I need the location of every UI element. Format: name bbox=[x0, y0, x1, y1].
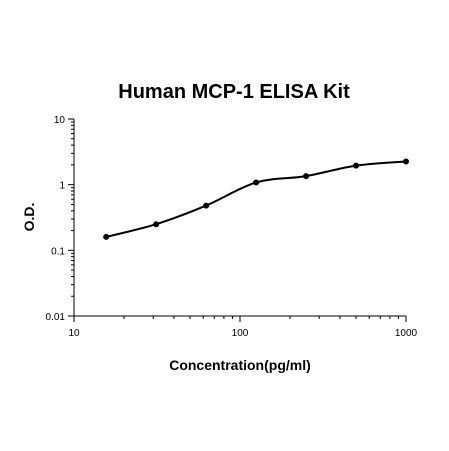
axis-ticks: 10 100 1000 0.01 0.1 1 10 bbox=[46, 115, 418, 339]
x-tick-label: 1000 bbox=[395, 328, 418, 339]
y-tick-label: 10 bbox=[54, 115, 66, 126]
y-tick-label: 1 bbox=[59, 181, 65, 192]
x-axis-label: Concentration(pg/ml) bbox=[169, 357, 311, 373]
x-tick-label: 100 bbox=[232, 328, 249, 339]
data-point bbox=[103, 233, 110, 240]
data-point bbox=[303, 173, 310, 180]
x-tick-label: 10 bbox=[68, 328, 80, 339]
y-tick-label: 0.1 bbox=[51, 246, 65, 257]
y-tick-label: 0.01 bbox=[46, 312, 66, 323]
chart-title: Human MCP-1 ELISA Kit bbox=[118, 81, 350, 103]
data-point bbox=[203, 202, 210, 209]
y-axis-label: O.D. bbox=[21, 203, 37, 232]
data-points bbox=[103, 158, 409, 240]
data-point bbox=[153, 221, 160, 228]
data-point bbox=[353, 162, 360, 169]
data-point bbox=[403, 158, 409, 165]
fit-curve bbox=[105, 160, 407, 238]
data-point bbox=[253, 179, 260, 186]
